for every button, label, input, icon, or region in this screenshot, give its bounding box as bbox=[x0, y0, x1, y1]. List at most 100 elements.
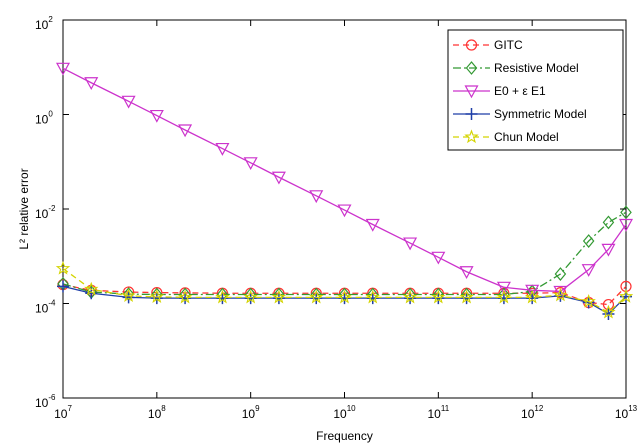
x-tick-label: 108 bbox=[148, 404, 166, 421]
data-point bbox=[310, 292, 323, 305]
data-point bbox=[84, 77, 99, 90]
data-point bbox=[244, 292, 257, 305]
x-tick-base: 10 bbox=[54, 407, 68, 421]
x-tick-exponent: 10 bbox=[347, 404, 356, 413]
data-point bbox=[460, 292, 473, 305]
x-tick-label: 1010 bbox=[333, 404, 356, 421]
data-point bbox=[620, 205, 632, 220]
data-point bbox=[121, 288, 136, 303]
data-point bbox=[121, 95, 136, 109]
legend-box bbox=[447, 29, 624, 151]
data-point bbox=[149, 289, 165, 304]
data-point bbox=[365, 218, 380, 232]
x-tick-exponent: 11 bbox=[441, 404, 450, 413]
data-point bbox=[524, 289, 540, 304]
data-point bbox=[553, 285, 568, 299]
data-point bbox=[84, 281, 99, 296]
legend: GITC Resistive Model E0 + ε E1 Symmetric Mo… bbox=[447, 29, 624, 151]
data-point bbox=[497, 292, 510, 305]
data-point bbox=[602, 215, 615, 230]
data-point bbox=[57, 280, 69, 293]
x-tick-label: 1012 bbox=[521, 404, 544, 421]
series-layer bbox=[55, 62, 634, 320]
data-point bbox=[582, 234, 595, 248]
data-point bbox=[459, 289, 474, 304]
y-tick-exponent: -6 bbox=[48, 393, 56, 402]
tick-layer: 107 108 109 1010 1011 1012 101310-610-410-2100… bbox=[35, 15, 638, 421]
data-point bbox=[178, 124, 193, 138]
y-tick-base: 10 bbox=[35, 113, 49, 127]
x-tick-exponent: 12 bbox=[534, 404, 543, 413]
data-point bbox=[432, 292, 445, 305]
data-point bbox=[243, 289, 258, 304]
series-line bbox=[62, 67, 627, 293]
data-point bbox=[122, 291, 135, 304]
data-point bbox=[309, 289, 324, 304]
legend-item: Chun Model bbox=[453, 129, 559, 144]
data-point bbox=[582, 296, 595, 309]
data-point bbox=[271, 171, 286, 185]
y-tick-label: 100 bbox=[35, 110, 53, 127]
y-tick-exponent: -2 bbox=[48, 204, 56, 213]
y-tick-base: 10 bbox=[35, 18, 49, 32]
data-point bbox=[526, 292, 539, 305]
series-2 bbox=[55, 62, 634, 299]
data-point bbox=[337, 289, 352, 304]
y-tick-base: 10 bbox=[35, 302, 49, 316]
x-tick-base: 10 bbox=[333, 407, 347, 421]
x-tick-exponent: 9 bbox=[255, 404, 260, 413]
data-point bbox=[216, 292, 229, 305]
data-point bbox=[431, 289, 446, 304]
legend-label: E0 + ε E1 bbox=[494, 84, 546, 98]
series-4 bbox=[55, 260, 634, 319]
x-tick-label: 109 bbox=[242, 404, 260, 421]
data-point bbox=[496, 281, 511, 295]
y-tick-label: 102 bbox=[35, 15, 53, 32]
x-tick-base: 10 bbox=[242, 407, 256, 421]
data-point bbox=[431, 251, 446, 265]
data-point bbox=[618, 218, 634, 232]
data-point bbox=[601, 243, 616, 257]
data-point bbox=[271, 289, 287, 304]
legend-item: GITC bbox=[453, 38, 523, 52]
x-tick-base: 10 bbox=[427, 407, 441, 421]
data-point bbox=[309, 190, 324, 204]
y-tick-exponent: 0 bbox=[48, 110, 53, 119]
data-point bbox=[338, 292, 351, 305]
legend-label: Resistive Model bbox=[494, 61, 579, 75]
y-tick-base: 10 bbox=[35, 396, 49, 410]
legend-label: Chun Model bbox=[494, 130, 559, 144]
data-point bbox=[496, 289, 512, 304]
data-point bbox=[581, 264, 596, 277]
series-3 bbox=[57, 280, 632, 320]
x-tick-base: 10 bbox=[521, 407, 535, 421]
y-tick-label: 10-4 bbox=[35, 299, 56, 316]
legend-label: GITC bbox=[494, 38, 523, 52]
data-point bbox=[525, 284, 540, 298]
data-point bbox=[179, 292, 192, 305]
data-point bbox=[55, 62, 71, 76]
legend-swatch-marker bbox=[464, 129, 479, 144]
legend-swatch-marker bbox=[464, 85, 479, 99]
data-point bbox=[403, 237, 418, 251]
y-tick-exponent: -4 bbox=[48, 299, 56, 308]
data-point bbox=[618, 289, 634, 303]
x-axis-title: Frequency bbox=[316, 429, 373, 443]
data-point bbox=[366, 292, 379, 305]
data-point bbox=[150, 292, 163, 305]
x-tick-base: 10 bbox=[148, 407, 162, 421]
data-point bbox=[177, 289, 193, 304]
x-tick-base: 10 bbox=[615, 407, 629, 421]
data-point bbox=[554, 267, 567, 281]
x-tick-exponent: 8 bbox=[161, 404, 166, 413]
data-point bbox=[459, 266, 474, 279]
data-point bbox=[402, 289, 418, 304]
data-point bbox=[581, 293, 596, 308]
data-point bbox=[55, 260, 71, 275]
legend-swatch-marker bbox=[465, 108, 478, 120]
x-tick-label: 1013 bbox=[615, 404, 638, 421]
legend-swatch-marker bbox=[465, 39, 478, 51]
legend-item: Symmetric Model bbox=[453, 107, 587, 121]
series-line bbox=[62, 267, 627, 314]
